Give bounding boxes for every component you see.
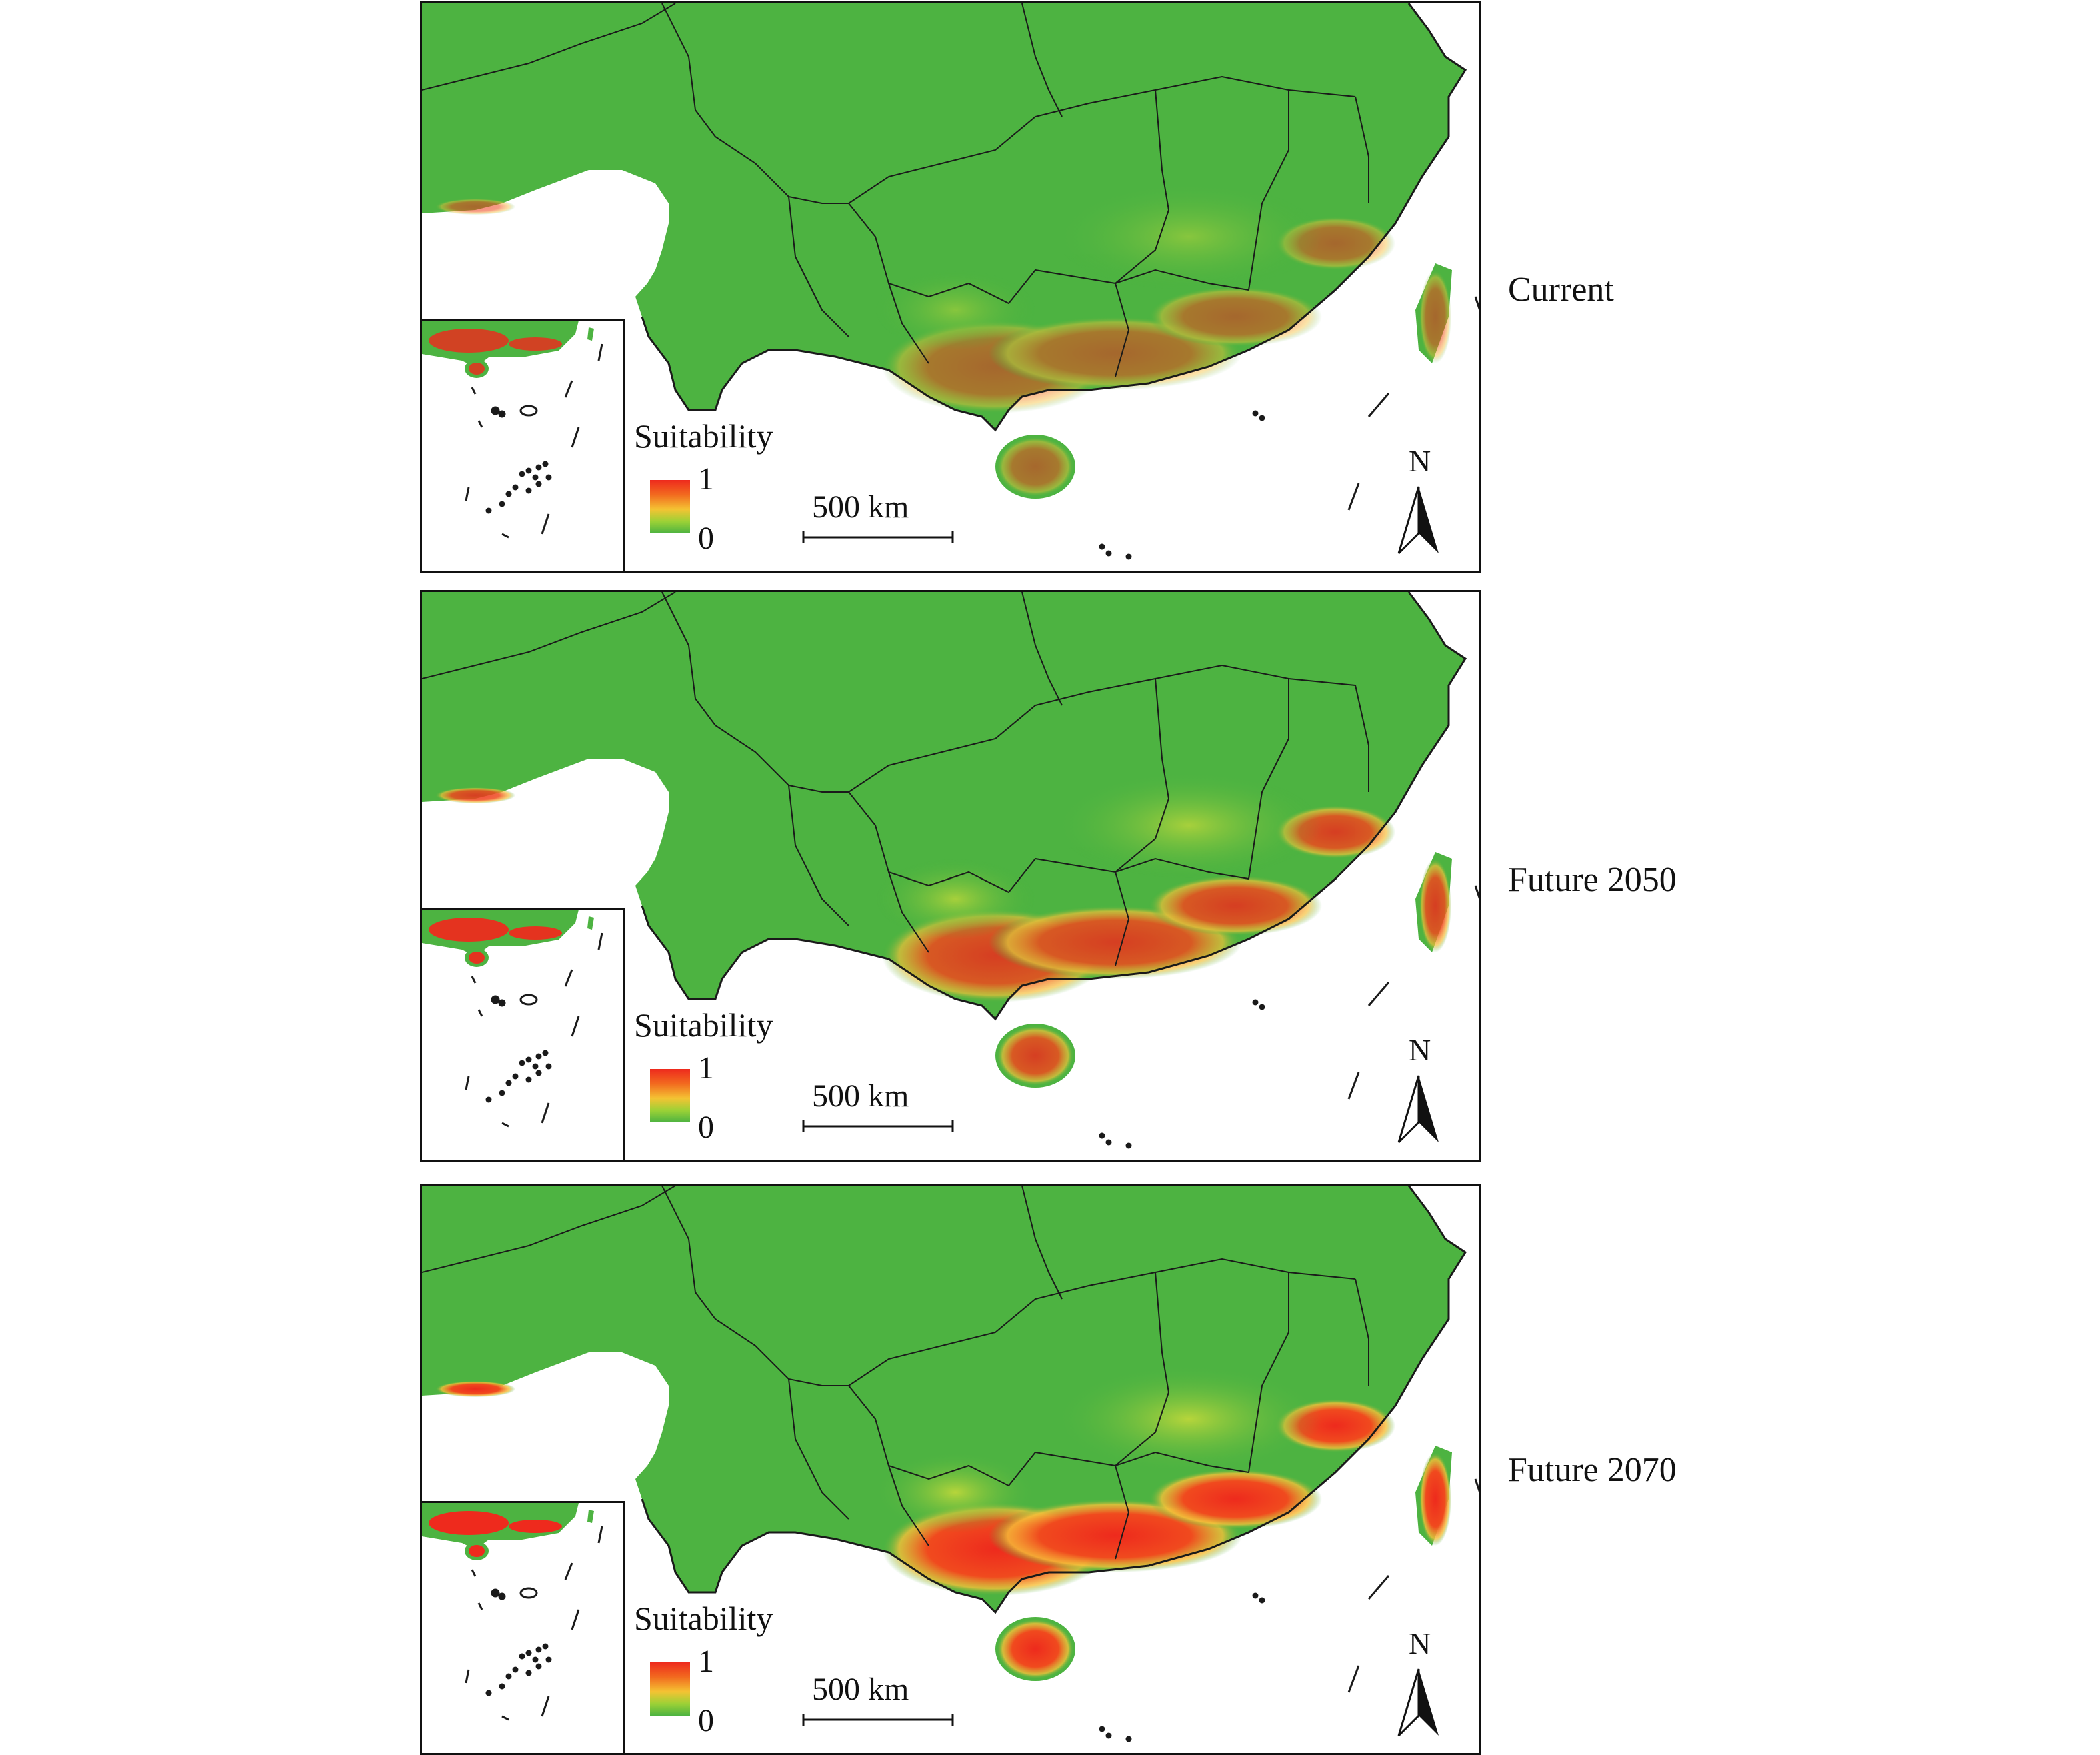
south-china-sea-inset	[422, 319, 625, 571]
offshore-islands	[1099, 885, 1479, 1149]
north-arrow-icon	[1397, 1668, 1439, 1737]
map-panel-1: Suitability 1 0 500 km N	[420, 1, 1481, 573]
scale-bar-label: 500 km	[812, 1078, 909, 1114]
suitability-map	[422, 592, 1479, 1149]
north-arrow-label: N	[1409, 1626, 1431, 1660]
suitability-map	[422, 1186, 1479, 1742]
scale-bar-label: 500 km	[812, 1672, 909, 1707]
legend-max-label: 1	[698, 1050, 714, 1086]
scale-bar-label: 500 km	[812, 489, 909, 525]
legend-max-label: 1	[698, 1644, 714, 1679]
coastline	[641, 3, 1467, 432]
legend-title: Suitability	[634, 1006, 773, 1044]
offshore-islands	[1099, 1478, 1479, 1742]
south-china-sea-inset	[422, 1501, 625, 1753]
legend-min-label: 0	[698, 521, 714, 556]
legend-min-label: 0	[698, 1703, 714, 1738]
scale-bar	[802, 1714, 954, 1726]
suitability-map	[422, 3, 1479, 560]
scale-bar	[802, 531, 954, 543]
map-panel-3: Suitability 1 0 500 km N	[420, 1184, 1481, 1755]
coastline	[641, 1186, 1467, 1614]
legend-color-ramp	[650, 1662, 690, 1716]
map-panel-2: Suitability 1 0 500 km N	[420, 590, 1481, 1162]
province-boundaries	[422, 592, 1369, 966]
inset-map	[422, 910, 603, 1128]
north-arrow-icon	[1397, 1075, 1439, 1144]
panel-label-1: Current	[1508, 271, 1614, 309]
legend-title: Suitability	[634, 1600, 773, 1637]
legend-color-ramp	[650, 480, 690, 533]
coastline	[641, 592, 1467, 1021]
panel-label-3: Future 2070	[1508, 1451, 1677, 1489]
legend-max-label: 1	[698, 461, 714, 497]
province-boundaries	[422, 3, 1369, 377]
offshore-islands	[1099, 296, 1479, 560]
south-china-sea-inset	[422, 908, 625, 1160]
province-boundaries	[422, 1186, 1369, 1560]
north-arrow-icon	[1397, 486, 1439, 555]
legend-color-ramp	[650, 1069, 690, 1122]
panel-label-2: Future 2050	[1508, 861, 1677, 899]
suitability-hotspots	[435, 183, 1451, 497]
suitability-hotspots	[435, 1366, 1451, 1679]
inset-map	[422, 1503, 603, 1721]
legend-min-label: 0	[698, 1110, 714, 1145]
scale-bar	[802, 1120, 954, 1132]
north-arrow-label: N	[1409, 1033, 1431, 1067]
north-arrow-label: N	[1409, 444, 1431, 478]
legend-title: Suitability	[634, 417, 773, 455]
inset-map	[422, 321, 603, 539]
